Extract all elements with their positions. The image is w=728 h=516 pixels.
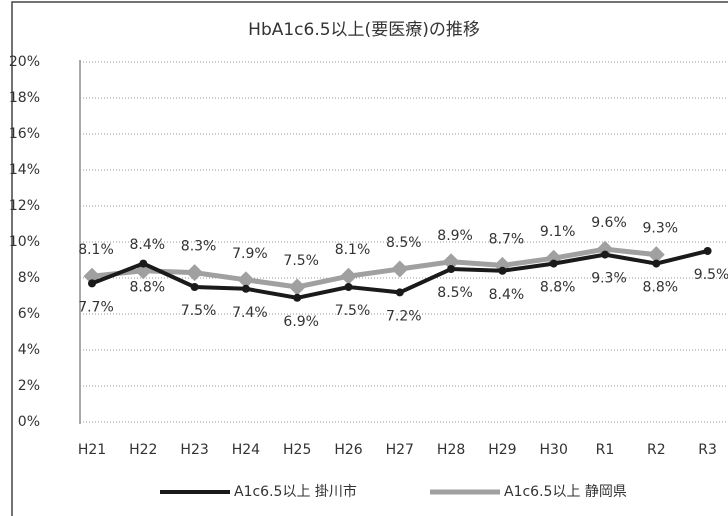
data-label: 8.3% bbox=[181, 239, 217, 255]
legend-label: A1c6.5以上 掛川市 bbox=[234, 483, 357, 500]
marker bbox=[241, 284, 250, 293]
x-tick-label: H24 bbox=[232, 442, 260, 458]
data-label: 9.3% bbox=[643, 221, 679, 237]
marker bbox=[139, 259, 148, 268]
x-tick-label: H30 bbox=[540, 442, 568, 458]
marker bbox=[549, 259, 558, 268]
y-tick-label: 20% bbox=[9, 54, 40, 70]
data-label: 8.5% bbox=[386, 235, 422, 251]
data-label: 6.9% bbox=[283, 314, 319, 330]
legend-label: A1c6.5以上 静岡県 bbox=[504, 484, 627, 500]
marker bbox=[447, 265, 456, 273]
x-tick-label: H23 bbox=[180, 442, 208, 458]
data-label: 7.2% bbox=[386, 308, 422, 324]
marker bbox=[652, 259, 661, 268]
data-label: 8.8% bbox=[643, 280, 679, 296]
marker bbox=[442, 253, 460, 271]
x-tick-label: H22 bbox=[129, 442, 157, 458]
x-tick-label: H28 bbox=[437, 442, 465, 458]
data-label: 8.4% bbox=[489, 287, 525, 303]
y-tick-label: 2% bbox=[18, 378, 40, 394]
y-tick-label: 16% bbox=[9, 126, 40, 142]
y-tick-label: 12% bbox=[9, 198, 40, 214]
marker bbox=[237, 271, 255, 289]
data-label: 8.8% bbox=[540, 280, 576, 296]
x-tick-label: R3 bbox=[698, 442, 717, 458]
data-label: 7.5% bbox=[181, 303, 217, 319]
y-tick-label: 6% bbox=[18, 306, 40, 322]
data-label: 7.9% bbox=[232, 246, 268, 262]
data-label: 8.7% bbox=[489, 231, 525, 247]
data-label: 7.5% bbox=[335, 303, 371, 319]
marker bbox=[190, 283, 199, 291]
marker bbox=[340, 267, 357, 285]
marker bbox=[186, 264, 204, 282]
marker bbox=[601, 250, 609, 259]
x-tick-label: R1 bbox=[596, 442, 615, 458]
series-line bbox=[91, 246, 657, 290]
chart-title: HbA1c6.5以上(要医療)の推移 bbox=[248, 20, 480, 40]
data-label: 9.3% bbox=[591, 271, 627, 287]
y-tick-label: 0% bbox=[18, 414, 40, 430]
data-label: 8.1% bbox=[335, 242, 371, 258]
x-tick-label: H27 bbox=[386, 442, 414, 458]
y-tick-label: 10% bbox=[9, 234, 40, 250]
marker bbox=[391, 260, 409, 278]
x-tick-label: H26 bbox=[334, 442, 362, 458]
y-tick-label: 18% bbox=[9, 90, 40, 106]
marker bbox=[703, 247, 712, 255]
marker bbox=[395, 288, 404, 297]
marker bbox=[293, 293, 302, 302]
data-label: 7.5% bbox=[283, 253, 319, 269]
chart-frame bbox=[11, 1, 728, 516]
y-tick-label: 4% bbox=[18, 342, 40, 358]
x-tick-label: H29 bbox=[488, 442, 516, 458]
data-label: 8.8% bbox=[130, 280, 166, 296]
data-label: 8.5% bbox=[437, 285, 473, 301]
y-tick-label: 14% bbox=[9, 162, 40, 178]
marker bbox=[647, 246, 665, 264]
data-label: 7.4% bbox=[232, 305, 268, 321]
data-label: 7.7% bbox=[78, 299, 114, 315]
data-label: 8.1% bbox=[78, 242, 114, 258]
marker bbox=[88, 279, 96, 288]
x-tick-label: R2 bbox=[647, 442, 666, 458]
data-label: 8.4% bbox=[130, 237, 166, 253]
data-label: 9.6% bbox=[591, 215, 627, 231]
marker bbox=[498, 266, 507, 275]
data-label: 8.9% bbox=[437, 228, 473, 244]
marker bbox=[344, 283, 353, 291]
data-label: 9.5% bbox=[694, 267, 728, 283]
x-tick-label: H21 bbox=[78, 442, 106, 458]
y-tick-label: 8% bbox=[18, 270, 40, 286]
x-tick-label: H25 bbox=[283, 442, 311, 458]
marker bbox=[288, 278, 306, 296]
data-label: 9.1% bbox=[540, 224, 576, 240]
